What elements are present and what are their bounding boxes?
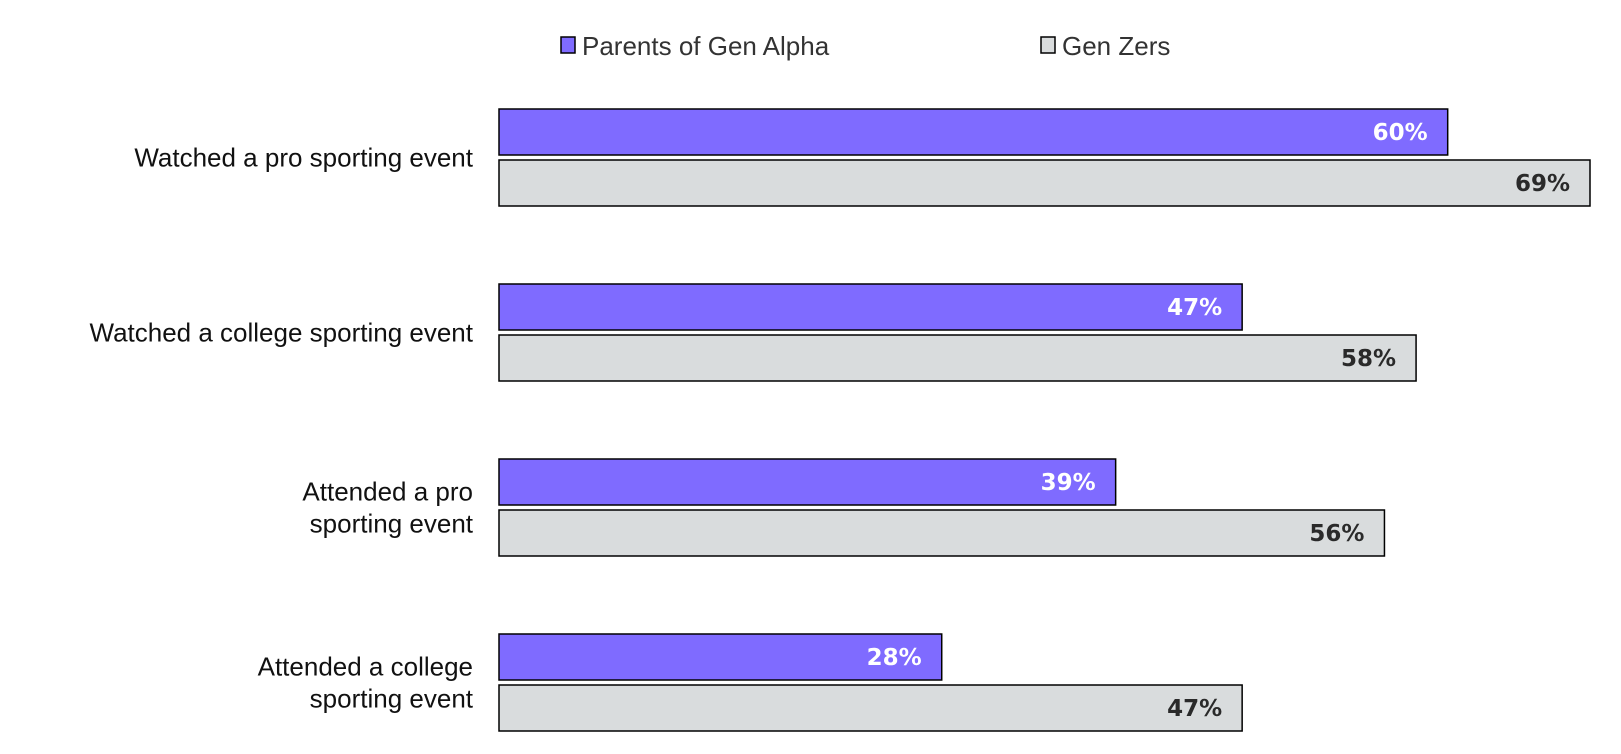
bar-gen-zers-1 (498, 159, 1591, 207)
bar-gen-zers-3 (498, 509, 1386, 557)
category-label-line: Watched a pro sporting event (134, 143, 473, 173)
bar-parents-of-gen-alpha-3 (498, 458, 1117, 506)
category-label-line: Attended a pro (302, 477, 473, 507)
category-label-line: Watched a college sporting event (90, 318, 474, 348)
category-label-attended-a-college-sporting-event: Attended a college sporting event (258, 652, 474, 714)
category-labels: Watched a pro sporting event Watched a co… (90, 143, 474, 714)
legend-label: Parents of Gen Alpha (582, 31, 830, 61)
category-label-line: sporting event (310, 509, 474, 539)
value-label-parents-of-gen-alpha-3: 39% (1041, 470, 1096, 496)
category-label-attended-a-pro-sporting-event: Attended a pro sporting event (302, 477, 473, 539)
value-label-gen-zers-1: 69% (1515, 171, 1570, 197)
bars (498, 108, 1591, 732)
legend-item-gen-zers: Gen Zers (1040, 31, 1170, 61)
value-labels: 60% 47% 39% 28% 69% 58% 56% 47% (867, 120, 1570, 722)
value-label-gen-zers-3: 56% (1309, 521, 1364, 547)
legend: Parents of Gen Alpha Gen Zers (560, 31, 1170, 61)
category-label-line: Attended a college (258, 652, 473, 682)
bar-parents-of-gen-alpha-1 (498, 108, 1449, 156)
value-label-parents-of-gen-alpha-2: 47% (1167, 295, 1222, 321)
bar-parents-of-gen-alpha-4 (498, 633, 943, 681)
category-label-watched-a-college-sporting-event: Watched a college sporting event (90, 318, 474, 348)
value-label-parents-of-gen-alpha-4: 28% (867, 645, 922, 671)
bar-parents-of-gen-alpha-2 (498, 283, 1243, 331)
value-label-gen-zers-2: 58% (1341, 346, 1396, 372)
legend-swatch (560, 36, 576, 54)
legend-item-parents-of-gen-alpha: Parents of Gen Alpha (560, 31, 830, 61)
category-label-watched-a-pro-sporting-event: Watched a pro sporting event (134, 143, 473, 173)
legend-label: Gen Zers (1062, 31, 1170, 61)
category-label-line: sporting event (310, 684, 474, 714)
value-label-parents-of-gen-alpha-1: 60% (1373, 120, 1428, 146)
legend-swatch (1040, 36, 1056, 54)
bar-gen-zers-2 (498, 334, 1417, 382)
value-label-gen-zers-4: 47% (1167, 696, 1222, 722)
bar-gen-zers-4 (498, 684, 1243, 732)
